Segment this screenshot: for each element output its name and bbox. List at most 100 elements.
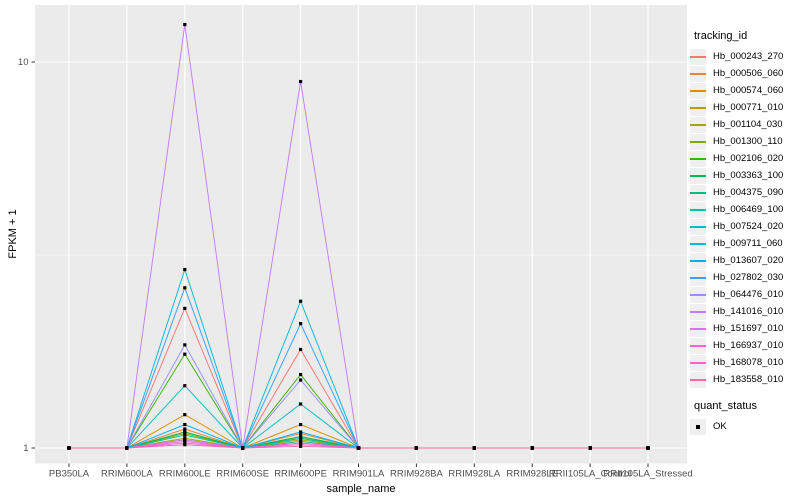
x-tick-label-RRIM600PE: RRIM600PE: [274, 469, 327, 480]
data-point: [183, 430, 187, 434]
data-point: [299, 430, 303, 434]
x-tick-label-RRIM600LA: RRIM600LA: [101, 469, 153, 480]
legend-label: Hb_000506_060: [713, 68, 784, 79]
data-point: [299, 422, 303, 427]
legend-item-Hb_000574_060: Hb_000574_060: [690, 82, 800, 99]
legend-key: [690, 252, 706, 269]
x-tick-label-RRIM928LA: RRIM928LA: [448, 469, 500, 480]
data-point: [299, 378, 303, 382]
y-tick-label-1: 1: [23, 443, 28, 454]
panel-background: [35, 5, 687, 464]
legend-label: Hb_000771_010: [713, 102, 784, 113]
legend-line-swatch: [690, 361, 706, 364]
legend-line-swatch: [690, 208, 706, 211]
x-tick-label-RRIM600LE: RRIM600LE: [159, 469, 211, 480]
legend-label: Hb_001104_030: [713, 119, 783, 130]
legend-line-swatch: [690, 378, 706, 381]
legend-line-swatch: [690, 106, 706, 109]
data-point: [299, 444, 303, 448]
legend-key: [690, 235, 706, 252]
legend-key: [690, 48, 706, 65]
legend-key: [690, 99, 706, 116]
legend-key: [690, 337, 706, 354]
square-point-icon: [696, 424, 700, 429]
legend-label: Hb_000574_060: [713, 85, 784, 96]
legend-key: [690, 303, 706, 320]
legend-item-Hb_002106_020: Hb_002106_020: [690, 150, 800, 167]
data-point: [183, 413, 187, 417]
data-point: [183, 438, 187, 442]
legend-item-Hb_141016_010: Hb_141016_010: [690, 303, 800, 320]
legend-item-Hb_000506_060: Hb_000506_060: [690, 65, 800, 82]
data-point: [299, 79, 303, 84]
legend-label: Hb_007524_020: [713, 221, 784, 232]
data-point: [183, 343, 187, 347]
legend-label: Hb_166937_010: [713, 340, 784, 351]
legend-item-Hb_151697_010: Hb_151697_010: [690, 320, 800, 337]
legend-item-Hb_009711_060: Hb_009711_060: [690, 235, 800, 252]
data-point: [588, 446, 592, 450]
legend-key: [690, 82, 706, 99]
legend-line-swatch: [690, 157, 706, 160]
data-point: [183, 433, 187, 437]
legend-line-swatch: [690, 344, 706, 347]
legend-key: [690, 133, 706, 150]
data-point: [472, 446, 476, 450]
data-point: [125, 446, 129, 450]
x-tick-label-RRIM901LA: RRIM901LA: [333, 469, 385, 480]
legend-key: [690, 184, 706, 201]
legend-item-Hb_027802_030: Hb_027802_030: [690, 269, 800, 286]
x-tick-label-RRII105LA_Control: RRII105LA_Control: [549, 469, 631, 480]
legend-label: Hb_002106_020: [713, 153, 784, 164]
data-point: [299, 402, 303, 406]
data-point: [183, 441, 187, 445]
legend-key: [690, 320, 706, 337]
data-point: [414, 446, 418, 450]
legend-line-swatch: [690, 174, 706, 177]
legend-key: [690, 371, 706, 388]
legend-item-Hb_001104_030: Hb_001104_030: [690, 116, 800, 133]
legend-line-swatch: [690, 225, 706, 228]
legend-key: [690, 65, 706, 82]
legend-item-Hb_000243_270: Hb_000243_270: [690, 48, 800, 65]
legend-item-Hb_004375_090: Hb_004375_090: [690, 184, 800, 201]
data-point: [646, 446, 650, 450]
legend-item-Hb_183558_010: Hb_183558_010: [690, 371, 800, 388]
legend-item-Hb_006469_100: Hb_006469_100: [690, 201, 800, 218]
legend-item-ok: OK: [690, 418, 800, 435]
legend-label: Hb_027802_030: [713, 272, 784, 283]
x-axis-title: sample_name: [326, 483, 396, 495]
data-point: [183, 439, 187, 444]
legend-label: Hb_013607_020: [713, 255, 784, 266]
legend-key: [690, 167, 706, 184]
legend-item-Hb_166937_010: Hb_166937_010: [690, 337, 800, 354]
legend-line-swatch: [690, 123, 706, 126]
legend: tracking_id Hb_000243_270 Hb_000506_060 Hb…: [690, 30, 800, 435]
x-tick-label-PB350LA: PB350LA: [49, 469, 90, 480]
legend-line-swatch: [690, 72, 706, 75]
legend-line-swatch: [690, 293, 706, 296]
legend-line-swatch: [690, 310, 706, 313]
data-point: [183, 384, 187, 388]
x-tick-label-RRIM600SE: RRIM600SE: [216, 469, 269, 480]
legend-key: [690, 116, 706, 133]
legend-line-swatch: [690, 140, 706, 143]
legend-items: Hb_000243_270 Hb_000506_060 Hb_000574_060 H…: [690, 48, 800, 388]
x-tick-label-RRIM928LE: RRIM928LE: [506, 469, 558, 480]
data-point: [183, 427, 187, 431]
data-point: [299, 322, 303, 326]
data-point: [299, 299, 303, 303]
legend-item-Hb_168078_010: Hb_168078_010: [690, 354, 800, 371]
legend-item-Hb_000771_010: Hb_000771_010: [690, 99, 800, 116]
legend-item-Hb_013607_020: Hb_013607_020: [690, 252, 800, 269]
legend-item-Hb_003363_100: Hb_003363_100: [690, 167, 800, 184]
legend-key: [690, 150, 706, 167]
legend-label: Hb_006469_100: [713, 204, 784, 215]
legend-line-swatch: [690, 242, 706, 245]
legend-line-swatch: [690, 259, 706, 262]
data-point: [183, 443, 187, 447]
legend-label: Hb_151697_010: [713, 323, 784, 334]
legend-label: Hb_001300_110: [713, 136, 783, 147]
